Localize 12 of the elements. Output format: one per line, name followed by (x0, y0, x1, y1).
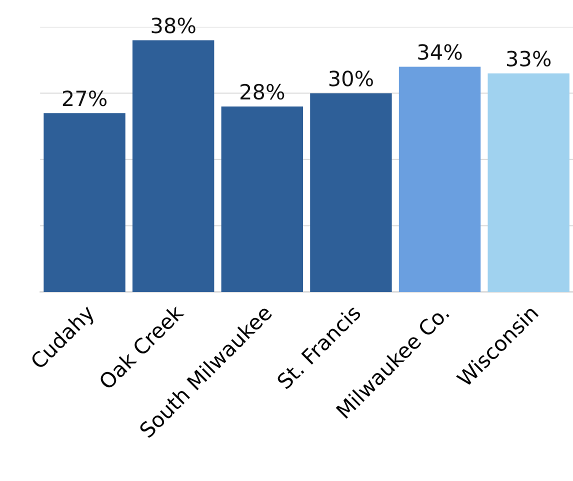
bar (132, 40, 214, 292)
bar (398, 66, 481, 292)
bar (310, 93, 392, 292)
data-label: 33% (507, 50, 551, 66)
bar (44, 113, 126, 292)
bar (488, 73, 570, 292)
data-label: 34% (418, 44, 462, 60)
data-label: 28% (240, 84, 284, 100)
bar (221, 106, 303, 292)
data-label: 30% (329, 70, 373, 86)
data-label: 27% (62, 90, 107, 106)
data-label: 38% (152, 18, 196, 34)
